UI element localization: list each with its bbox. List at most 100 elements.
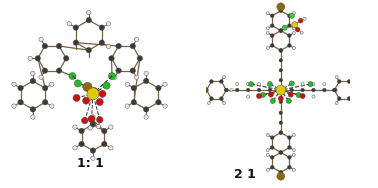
Circle shape — [246, 88, 250, 92]
Circle shape — [279, 78, 283, 82]
Circle shape — [102, 141, 107, 147]
Circle shape — [79, 128, 84, 134]
Circle shape — [335, 102, 338, 105]
Circle shape — [130, 68, 135, 73]
Circle shape — [292, 153, 295, 156]
Circle shape — [292, 47, 295, 49]
Circle shape — [235, 83, 239, 86]
Circle shape — [42, 43, 48, 49]
Circle shape — [279, 68, 283, 72]
Circle shape — [91, 88, 98, 95]
Circle shape — [31, 71, 35, 76]
Circle shape — [279, 9, 283, 13]
Circle shape — [292, 168, 295, 171]
Circle shape — [337, 97, 341, 101]
Circle shape — [18, 85, 23, 91]
Circle shape — [347, 80, 351, 83]
Circle shape — [35, 56, 40, 61]
Circle shape — [87, 88, 99, 100]
Circle shape — [109, 125, 113, 129]
Circle shape — [50, 104, 54, 108]
Circle shape — [288, 155, 291, 159]
Circle shape — [312, 83, 315, 86]
Circle shape — [91, 114, 95, 119]
Circle shape — [270, 136, 274, 139]
Circle shape — [88, 115, 95, 122]
Circle shape — [39, 75, 43, 80]
Circle shape — [96, 124, 101, 129]
Circle shape — [91, 156, 95, 160]
Circle shape — [87, 10, 91, 15]
Circle shape — [103, 82, 110, 89]
Circle shape — [156, 85, 161, 91]
Text: 2 1: 2 1 — [234, 168, 256, 181]
Circle shape — [73, 25, 79, 30]
Circle shape — [56, 68, 62, 73]
Circle shape — [279, 111, 283, 115]
Circle shape — [333, 88, 337, 92]
Circle shape — [113, 75, 117, 80]
Circle shape — [279, 49, 283, 52]
Circle shape — [156, 100, 161, 105]
Text: 1: 1: 1: 1 — [77, 157, 104, 170]
Circle shape — [12, 104, 16, 108]
Circle shape — [73, 40, 79, 45]
Circle shape — [106, 22, 111, 26]
Circle shape — [99, 90, 106, 97]
Circle shape — [86, 47, 91, 53]
Circle shape — [42, 100, 48, 105]
Circle shape — [257, 95, 260, 98]
Circle shape — [246, 83, 250, 86]
Circle shape — [106, 44, 111, 49]
Circle shape — [352, 88, 356, 92]
Circle shape — [42, 85, 48, 91]
Circle shape — [266, 47, 269, 49]
Circle shape — [288, 146, 291, 149]
Circle shape — [257, 88, 261, 92]
Circle shape — [144, 115, 148, 119]
Circle shape — [108, 73, 116, 80]
Circle shape — [278, 96, 284, 101]
Circle shape — [270, 146, 274, 149]
Circle shape — [256, 93, 262, 99]
Circle shape — [82, 97, 90, 104]
Circle shape — [12, 82, 16, 86]
Circle shape — [137, 56, 143, 61]
Circle shape — [109, 146, 113, 150]
Circle shape — [266, 149, 269, 152]
Circle shape — [295, 27, 300, 32]
Circle shape — [270, 24, 274, 27]
Circle shape — [292, 22, 297, 28]
Circle shape — [323, 83, 326, 86]
Circle shape — [337, 80, 341, 83]
Circle shape — [99, 40, 105, 45]
Circle shape — [116, 43, 121, 49]
Circle shape — [288, 44, 291, 47]
Circle shape — [350, 76, 353, 78]
Circle shape — [235, 88, 239, 92]
Circle shape — [163, 82, 167, 86]
Circle shape — [277, 3, 285, 11]
Circle shape — [266, 32, 269, 34]
Circle shape — [266, 12, 269, 15]
Circle shape — [130, 43, 135, 49]
Circle shape — [42, 68, 48, 73]
Circle shape — [266, 153, 269, 156]
Circle shape — [300, 93, 305, 99]
Circle shape — [279, 29, 283, 33]
Circle shape — [79, 141, 84, 147]
Circle shape — [301, 95, 304, 98]
Circle shape — [268, 88, 272, 92]
Circle shape — [163, 104, 167, 108]
Circle shape — [350, 102, 353, 105]
Circle shape — [290, 88, 293, 92]
Circle shape — [31, 115, 35, 119]
Circle shape — [288, 92, 293, 97]
Circle shape — [125, 82, 129, 86]
Circle shape — [312, 88, 315, 92]
Circle shape — [270, 34, 274, 37]
Circle shape — [30, 78, 36, 84]
Circle shape — [86, 17, 91, 23]
Circle shape — [279, 29, 283, 33]
Circle shape — [279, 131, 283, 134]
